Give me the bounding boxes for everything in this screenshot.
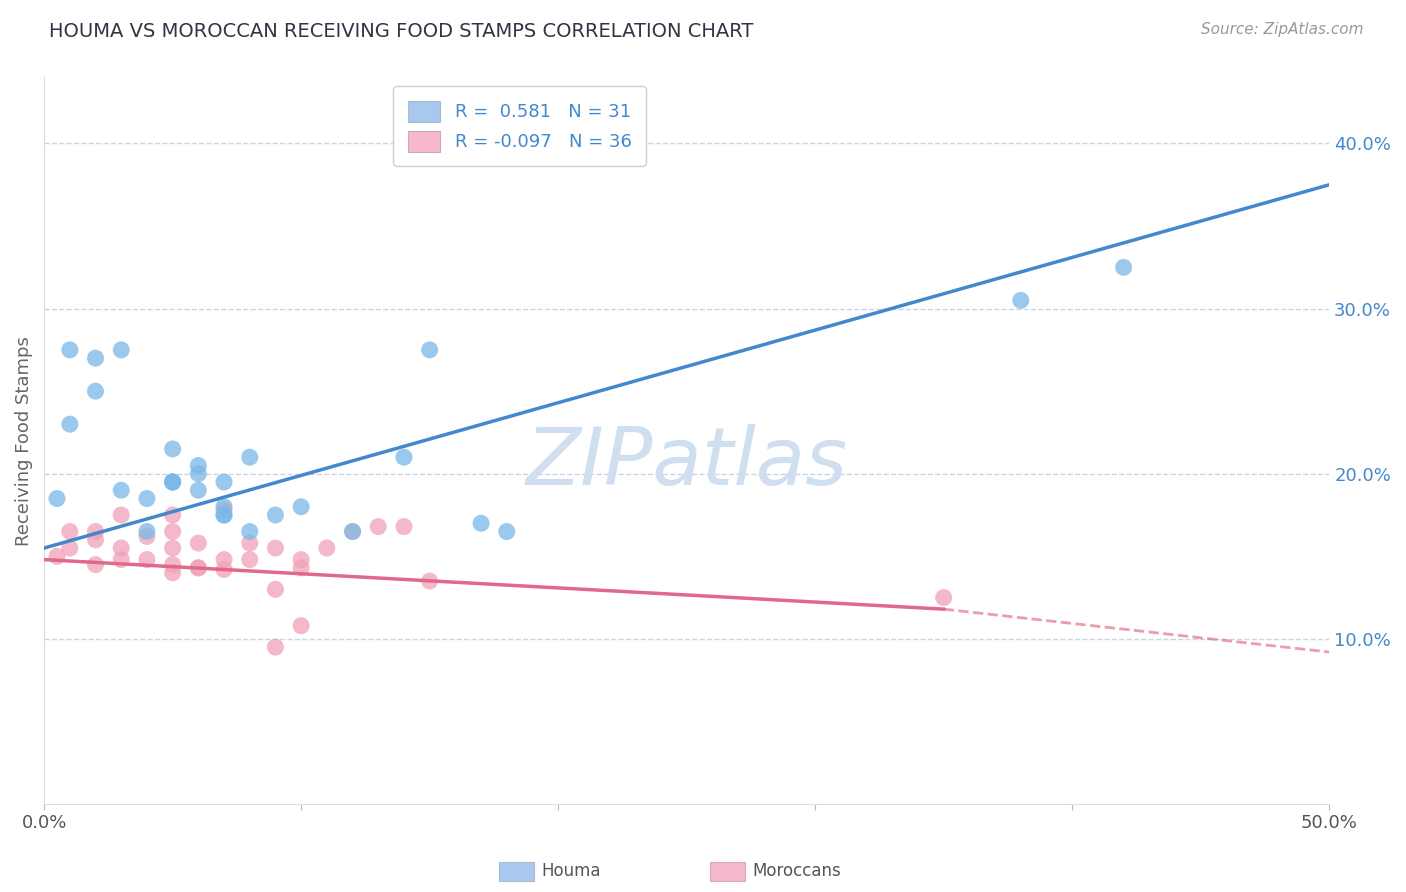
Point [290, 618, 312, 632]
Text: HOUMA VS MOROCCAN RECEIVING FOOD STAMPS CORRELATION CHART: HOUMA VS MOROCCAN RECEIVING FOOD STAMPS … [49, 22, 754, 41]
Point [110, 483, 132, 498]
Point [212, 503, 235, 517]
Point [932, 591, 955, 605]
Point [419, 574, 441, 588]
Point [1010, 293, 1032, 308]
Point [212, 508, 235, 522]
Point [84, 351, 107, 366]
Point [135, 552, 157, 566]
Point [162, 442, 184, 456]
Text: Houma: Houma [541, 863, 600, 880]
Point [135, 491, 157, 506]
Point [162, 508, 184, 522]
Point [212, 500, 235, 514]
Point [59, 541, 82, 555]
Point [212, 475, 235, 489]
Point [187, 467, 209, 481]
Text: Source: ZipAtlas.com: Source: ZipAtlas.com [1201, 22, 1364, 37]
Point [187, 458, 209, 473]
Point [46, 491, 69, 506]
Point [264, 508, 287, 522]
Point [187, 561, 209, 575]
Point [162, 475, 184, 489]
Point [84, 524, 107, 539]
Point [187, 561, 209, 575]
Point [342, 524, 364, 539]
Point [59, 524, 82, 539]
Point [110, 508, 132, 522]
Point [392, 450, 415, 465]
Point [239, 450, 262, 465]
Point [187, 483, 209, 498]
Y-axis label: Receiving Food Stamps: Receiving Food Stamps [15, 335, 32, 546]
Point [212, 508, 235, 522]
Point [59, 343, 82, 357]
Point [342, 524, 364, 539]
Point [110, 552, 132, 566]
Point [110, 343, 132, 357]
Point [495, 524, 517, 539]
Point [212, 552, 235, 566]
Point [110, 541, 132, 555]
Point [315, 541, 337, 555]
Point [239, 552, 262, 566]
Point [162, 475, 184, 489]
Point [162, 558, 184, 572]
Point [212, 562, 235, 576]
Point [59, 417, 82, 432]
Point [46, 549, 69, 564]
Point [290, 552, 312, 566]
Point [392, 519, 415, 533]
Point [84, 558, 107, 572]
Point [187, 536, 209, 550]
Point [135, 529, 157, 543]
Point [162, 541, 184, 555]
Point [162, 566, 184, 580]
Point [84, 384, 107, 399]
Point [84, 533, 107, 547]
Point [135, 524, 157, 539]
Point [162, 524, 184, 539]
Point [264, 582, 287, 597]
Point [419, 343, 441, 357]
Point [367, 519, 389, 533]
Point [1112, 260, 1135, 275]
Point [264, 640, 287, 654]
Point [239, 524, 262, 539]
Point [264, 541, 287, 555]
Text: ZIPatlas: ZIPatlas [526, 424, 848, 501]
Text: Moroccans: Moroccans [752, 863, 841, 880]
Point [290, 500, 312, 514]
Point [239, 536, 262, 550]
Point [162, 475, 184, 489]
Legend: R =  0.581   N = 31, R = -0.097   N = 36: R = 0.581 N = 31, R = -0.097 N = 36 [394, 87, 645, 166]
Point [470, 516, 492, 531]
Point [290, 561, 312, 575]
